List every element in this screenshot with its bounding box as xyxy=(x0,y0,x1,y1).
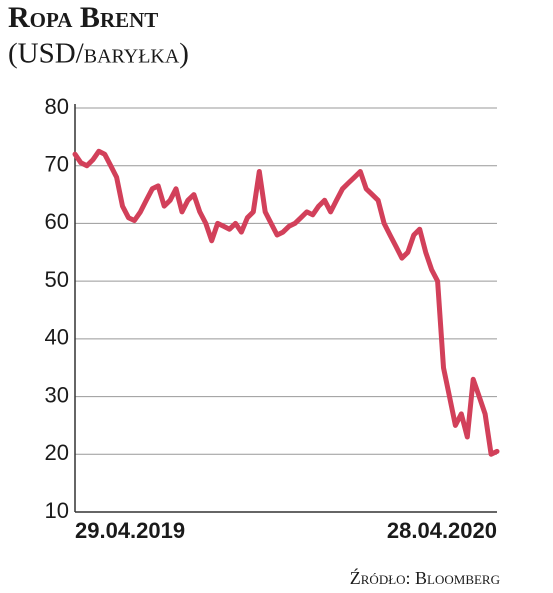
y-tick-label: 20 xyxy=(45,440,69,465)
y-tick-label: 30 xyxy=(45,382,69,407)
y-tick-label: 80 xyxy=(45,94,69,119)
x-tick-label: 29.04.2019 xyxy=(75,518,185,543)
x-tick-label: 28.04.2020 xyxy=(387,518,497,543)
y-tick-label: 50 xyxy=(45,267,69,292)
price-line xyxy=(72,148,500,457)
chart-title: Ropa Brent xyxy=(8,1,158,34)
y-tick-label: 60 xyxy=(45,209,69,234)
y-tick-label: 40 xyxy=(45,325,69,350)
chart-subtitle: (USD/baryłka) xyxy=(8,38,189,70)
source: Źródło: Bloomberg xyxy=(350,567,500,588)
y-tick-label: 70 xyxy=(45,152,69,177)
y-tick-label: 10 xyxy=(45,498,69,523)
